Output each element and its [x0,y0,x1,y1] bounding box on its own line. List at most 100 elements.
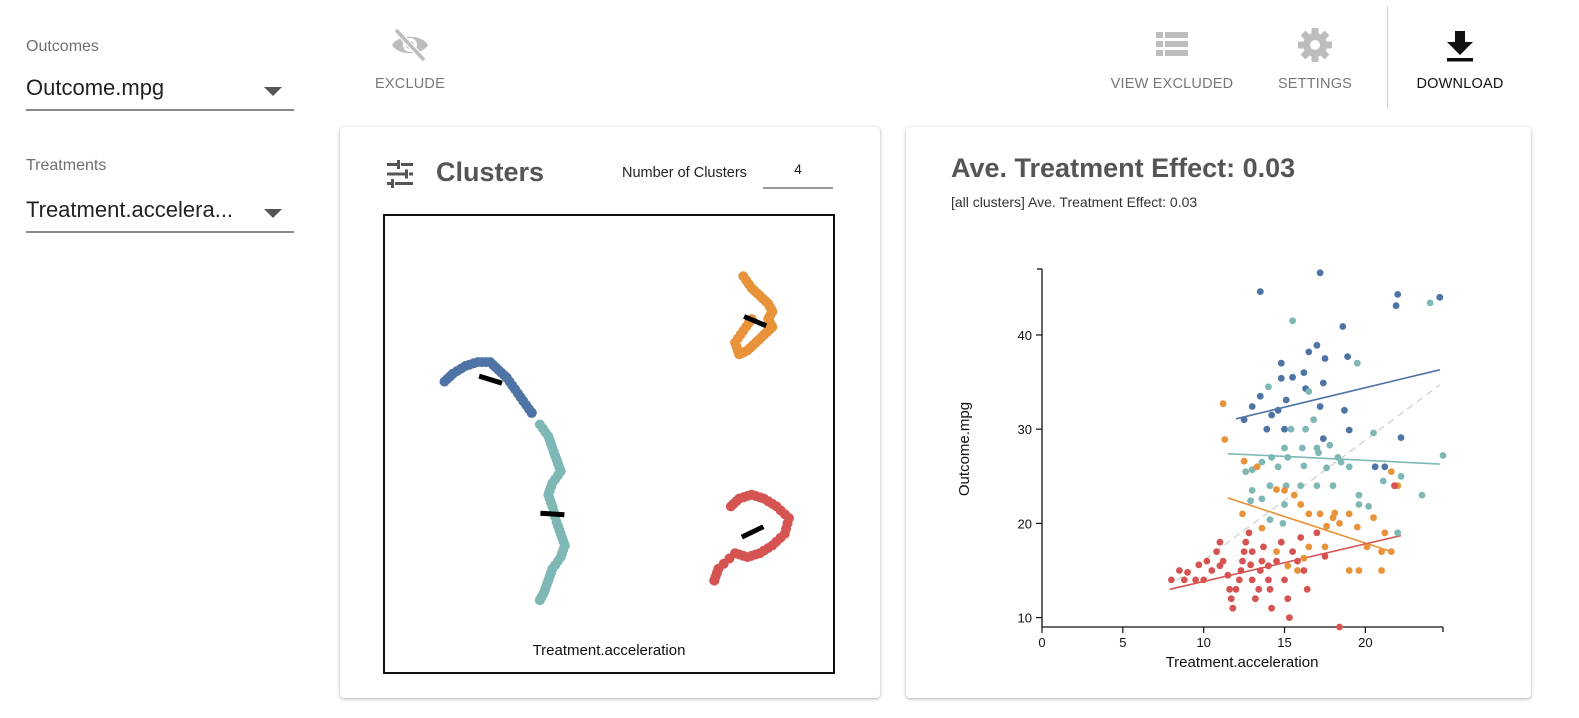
series-orange [1219,400,1402,574]
scatter-point [1355,501,1363,508]
scatter-point [1200,576,1208,584]
scatter-point [1365,503,1372,510]
scatter-point [1248,403,1256,410]
scatter-point [1255,585,1263,593]
scatter-point [1319,379,1327,387]
scatter-point [1216,538,1224,546]
download-label: DOWNLOAD [1416,76,1504,92]
settings-button[interactable]: SETTINGS [1277,26,1353,92]
number-of-clusters-input[interactable] [763,157,833,189]
scatter-point [1239,510,1246,518]
scatter-point [1266,585,1274,593]
scatter-point [1336,623,1343,631]
cluster-blue[interactable] [439,357,537,418]
outcomes-label: Outcomes [26,38,99,55]
scatter-point [1294,557,1301,565]
clusters-title: Clusters [436,157,545,187]
scatter-point [1219,400,1227,408]
scatter-point [1195,561,1203,569]
scatter-point [1277,359,1285,367]
chevron-down-icon [264,209,282,218]
scatter-point [1180,576,1188,584]
scatter-point [1248,466,1256,474]
scatter-point [1168,576,1175,584]
cluster-teal[interactable] [534,419,570,606]
reference-line [1175,384,1441,582]
scatter-point [1394,291,1402,298]
tune-icon[interactable] [386,160,414,188]
scatter-point [1345,567,1353,574]
outcome-select[interactable]: Outcome.mpg [26,75,294,111]
scatter-point [1344,353,1351,360]
series-red [1168,482,1398,631]
series-teal [1242,299,1447,537]
scatter-point [1289,373,1296,381]
scatter-point [1355,567,1363,574]
treatment-select[interactable]: Treatment.accelera... [26,197,294,233]
scatter-point [1258,557,1266,565]
scatter-point [1418,491,1426,499]
scatter-point [1341,406,1348,414]
scatter-point [1394,529,1402,537]
scatter-point [1323,522,1330,530]
scatter-point [1353,523,1361,531]
scatter-point [1313,482,1321,490]
scatter-point [1303,585,1311,593]
scatter-point [1339,323,1347,330]
cluster-centroid-marker [478,373,503,386]
scatter-point [1203,557,1211,565]
scatter-point [1387,468,1395,475]
treatment-effect-scatter[interactable]: 10 20 30 40 0 5 10 15 20 Outcome.mpg Treatment.a… [946,252,1506,682]
scatter-point [1331,509,1339,517]
scatter-point [1370,429,1377,437]
download-button[interactable]: DOWNLOAD [1414,26,1506,92]
scatter-point [1300,369,1308,376]
scatter-point [1281,501,1288,508]
scatter-point [1213,548,1220,555]
embedding-point [534,595,545,605]
scatter-point [1258,524,1266,532]
scatter-point [1273,486,1280,493]
scatter-point [1289,317,1296,325]
cluster-centroid-marker [540,510,565,518]
fit-line-teal [1227,452,1440,465]
cluster-red[interactable] [709,489,794,586]
scatter-point [1426,299,1434,307]
scatter-point [1227,595,1235,603]
scatter-point [1237,567,1245,574]
scatter-point [1305,510,1313,518]
scatter-point [1248,548,1256,555]
fit-line-orange [1227,497,1392,553]
scatter-point [1240,457,1248,465]
clusters-card: Clusters Number of Clusters Treatment.ac… [340,127,880,698]
scatter-point [1397,434,1405,441]
cluster-embedding-plot[interactable]: Treatment.acceleration [383,214,835,674]
y-tick-label: 10 [1018,611,1032,626]
scatter-point [1300,567,1308,574]
exclude-button[interactable]: EXCLUDE [372,26,448,92]
scatter-point [1247,497,1254,505]
cluster-centroid-marker [740,524,765,540]
scatter-point [1277,374,1285,382]
scatter-point [1266,516,1274,523]
scatter-point [1381,463,1389,471]
scatter-point [1268,411,1275,419]
x-tick-label: 0 [1038,635,1045,650]
scatter-point [1252,595,1259,603]
ate-subtitle: [all clusters] Ave. Treatment Effect: 0.… [951,194,1198,210]
scatter-point [1381,529,1389,537]
treatments-label: Treatments [26,157,107,174]
scatter-point [1290,491,1298,499]
settings-label: SETTINGS [1277,76,1353,92]
scatter-point [1392,302,1400,310]
scatter-point [1268,454,1275,461]
scatter-point [1298,444,1306,452]
view-excluded-button[interactable]: VIEW EXCLUDED [1110,26,1234,92]
scatter-point [1329,482,1337,490]
cluster-orange[interactable] [730,271,778,360]
y-tick-label: 30 [1018,422,1032,437]
scatter-point [1336,520,1343,527]
scatter-point [1305,348,1313,356]
scatter-point [1300,554,1308,562]
scatter-point [1337,458,1345,466]
